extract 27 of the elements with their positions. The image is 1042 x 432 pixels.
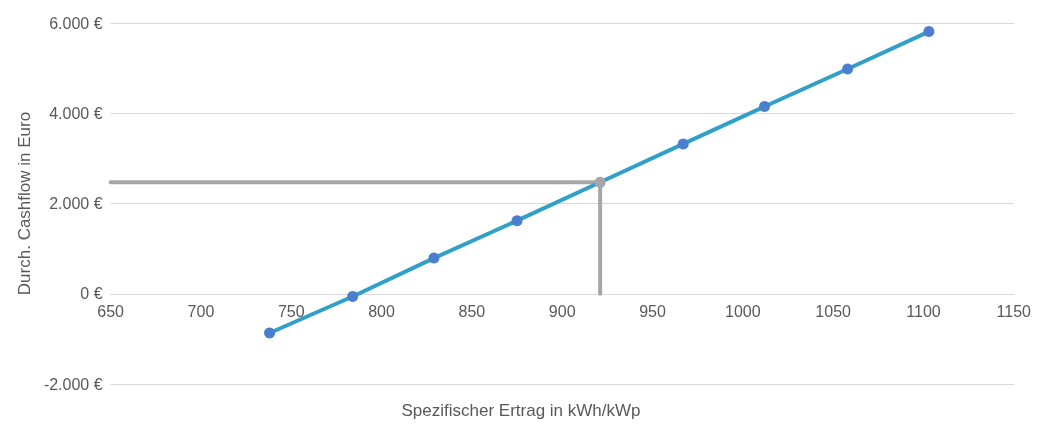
point <box>677 138 689 150</box>
point <box>511 215 523 227</box>
x-tick-label: 900 <box>548 303 576 321</box>
y-tick-label: 2.000 € <box>49 195 103 212</box>
point <box>347 290 359 302</box>
point <box>842 63 854 75</box>
x-tick-label: 1100 <box>906 303 941 321</box>
y-tick-label: 0 € <box>80 285 103 303</box>
x-axis-title: Spezifischer Ertrag in kWh/kWp <box>401 401 641 420</box>
x-tick-label: 1050 <box>815 303 852 321</box>
y-tick-label: -2.000 € <box>43 375 103 393</box>
y-axis-title: Durch. Cashflow in Euro <box>15 111 34 296</box>
x-tick-label: 1000 <box>725 303 761 321</box>
x-tick-label: 850 <box>458 303 486 321</box>
y-tick-label: 4.000 € <box>49 104 103 122</box>
point <box>759 100 771 112</box>
x-tick-label: 950 <box>639 303 666 321</box>
x-tick-label: 1150 <box>996 303 1032 321</box>
x-tick-label: 750 <box>277 303 305 321</box>
x-tick-label: 800 <box>368 303 396 321</box>
point <box>264 327 276 339</box>
x-tick-label: 700 <box>187 303 215 321</box>
point <box>594 176 606 188</box>
y-tick-label: 6.000 € <box>49 14 103 32</box>
point <box>923 26 935 38</box>
point <box>428 252 440 264</box>
x-tick-label: 650 <box>97 303 125 321</box>
